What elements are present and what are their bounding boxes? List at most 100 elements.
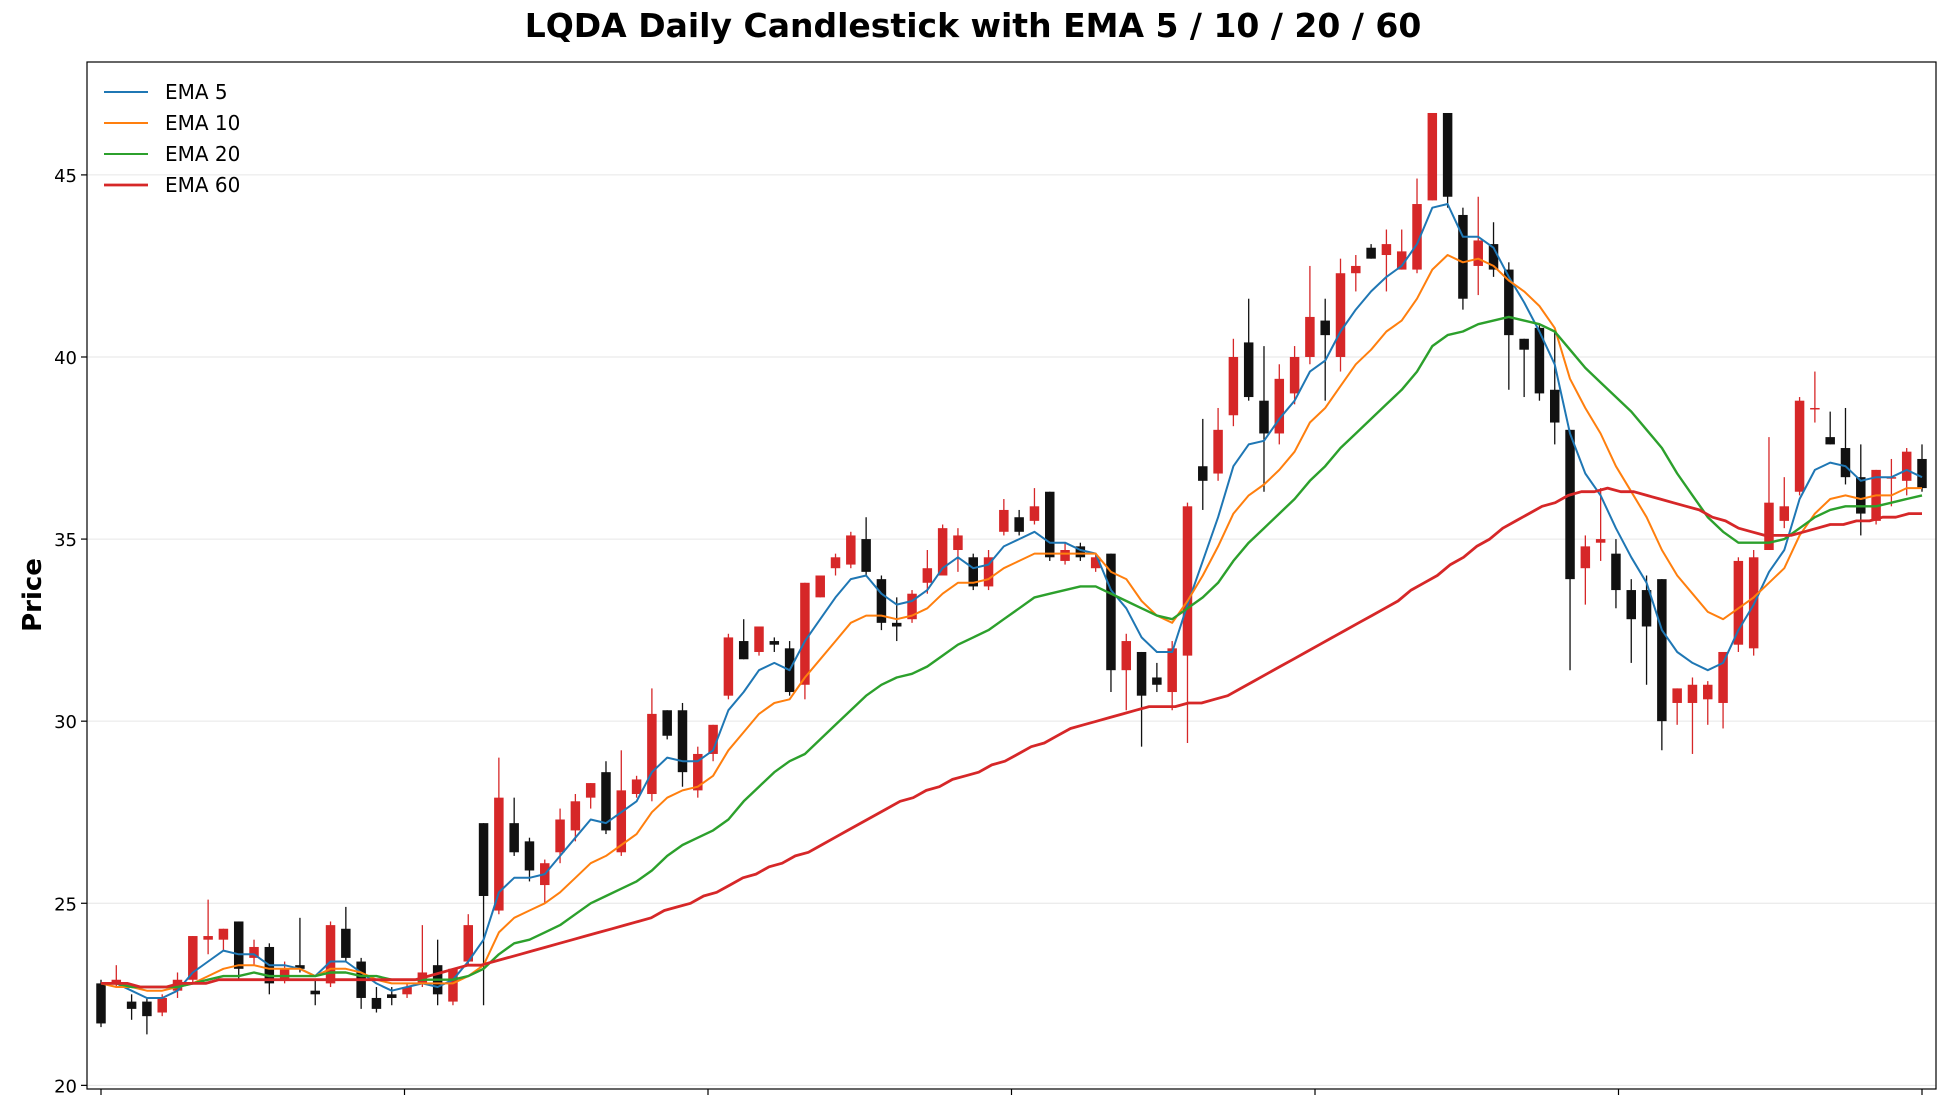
candle-body — [524, 841, 535, 871]
candle-body — [509, 823, 519, 853]
candle-body — [555, 819, 565, 853]
candle-body — [907, 593, 917, 620]
candle-body — [830, 557, 841, 569]
candle-body — [815, 575, 825, 598]
candle-body — [310, 990, 320, 995]
candle-body — [891, 622, 902, 627]
candle-body — [1106, 553, 1116, 671]
candle-body — [1595, 539, 1606, 543]
legend-label: EMA 60 — [165, 173, 240, 197]
candle-body — [1549, 389, 1560, 423]
candle-body — [1488, 244, 1499, 270]
candle-body — [1198, 466, 1208, 481]
candle-body — [142, 1001, 152, 1017]
candle-body — [341, 928, 351, 958]
candles — [96, 112, 1927, 1035]
candle-body — [1718, 651, 1728, 703]
candle-body — [1045, 491, 1055, 558]
candle-body — [295, 965, 305, 969]
y-tick-label: 40 — [54, 348, 77, 369]
candle-body — [1320, 320, 1330, 336]
candle-body — [1213, 429, 1223, 474]
candle-body — [325, 925, 336, 984]
candle-body — [249, 946, 259, 958]
candle-body — [96, 983, 106, 1024]
candle-body — [402, 987, 412, 995]
legend-label: EMA 20 — [165, 142, 240, 166]
candle-body — [1289, 356, 1300, 394]
candle-body — [1442, 112, 1453, 197]
candle-body — [1611, 553, 1621, 591]
candle-body — [1381, 244, 1392, 256]
candle-body — [1366, 247, 1376, 259]
y-tick-label: 45 — [54, 166, 77, 187]
candle-body — [1305, 316, 1315, 357]
candle-body — [1029, 506, 1040, 521]
candle-body — [1228, 356, 1239, 416]
candle-body — [708, 724, 718, 754]
candle-body — [1412, 204, 1422, 270]
candle-body — [1626, 590, 1636, 620]
candle-body — [662, 710, 672, 736]
candle-body — [463, 925, 474, 962]
candle-body — [1259, 400, 1269, 434]
candle-body — [1703, 684, 1713, 700]
candle-body — [1534, 327, 1545, 394]
candle-body — [1243, 342, 1254, 398]
candle-body — [1764, 502, 1774, 551]
candle-body — [693, 753, 703, 791]
candle-body — [631, 779, 642, 795]
candle-body — [601, 772, 611, 831]
candle-body — [203, 936, 213, 940]
candle-body — [1121, 641, 1132, 671]
plot-frame — [86, 61, 1937, 1090]
candle-body — [1779, 506, 1790, 521]
candle-body — [126, 1001, 137, 1009]
candle-body — [861, 539, 871, 572]
candle-body — [218, 928, 229, 940]
candle-body — [1473, 240, 1483, 266]
candle-body — [1733, 560, 1744, 645]
candle-body — [1565, 429, 1575, 580]
candle-body — [723, 637, 734, 696]
candle-body — [157, 997, 167, 1013]
candle-body — [1810, 407, 1820, 410]
y-tick-label: 30 — [54, 712, 77, 733]
candle-body — [478, 823, 489, 896]
ema-lines — [100, 203, 1923, 999]
legend-label: EMA 5 — [165, 80, 228, 104]
candle-body — [570, 801, 581, 831]
ema20-line — [101, 315, 1923, 989]
candle-body — [922, 568, 933, 583]
ema5-line — [101, 203, 1923, 999]
candle-body — [371, 997, 382, 1009]
candle-body — [647, 713, 657, 795]
candle-body — [846, 535, 856, 565]
candle-body — [1274, 378, 1285, 434]
candle-body — [1182, 506, 1193, 656]
candle-body — [677, 710, 688, 773]
candle-body — [585, 783, 596, 798]
chart-title: LQDA Daily Candlestick with EMA 5 / 10 /… — [524, 6, 1422, 45]
candle-body — [876, 579, 887, 623]
candle-body — [754, 626, 764, 652]
y-tick-label: 35 — [54, 530, 77, 551]
legend-label: EMA 10 — [165, 111, 240, 135]
candle-body — [1075, 546, 1086, 558]
candle-body — [1014, 517, 1024, 532]
candle-body — [1152, 677, 1162, 685]
candle-body — [769, 641, 780, 645]
candle-body — [1917, 458, 1927, 489]
candle-body — [448, 968, 458, 1002]
candle-body — [999, 509, 1009, 532]
candle-body — [1335, 273, 1346, 357]
candle-body — [937, 528, 948, 576]
y-tick-label: 25 — [54, 894, 77, 915]
x-axis-ticks — [100, 1089, 1923, 1095]
legend: EMA 5 EMA 10 EMA 20 EMA 60 — [104, 80, 240, 197]
candle-body — [494, 797, 504, 911]
candle-body — [1519, 338, 1529, 350]
candle-body — [1641, 590, 1652, 627]
candle-body — [1856, 477, 1866, 514]
